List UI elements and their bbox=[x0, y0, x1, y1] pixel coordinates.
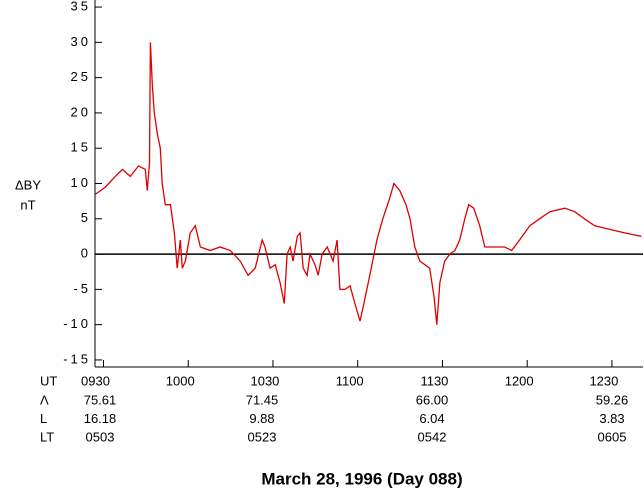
x-axis-label: UT bbox=[40, 373, 57, 388]
row-value: 0523 bbox=[248, 429, 277, 444]
row-value: 0503 bbox=[86, 429, 115, 444]
y-tick-label: -15 bbox=[63, 351, 91, 366]
y-tick-label: 25 bbox=[71, 69, 91, 84]
row-value: 0605 bbox=[598, 429, 627, 444]
row-value: 16.18 bbox=[84, 411, 117, 426]
y-tick-label: 0 bbox=[81, 246, 91, 261]
row-label: L bbox=[40, 411, 47, 426]
row-value: 75.61 bbox=[84, 392, 117, 407]
x-tick-label: 1200 bbox=[505, 373, 534, 388]
x-tick-label: 1130 bbox=[420, 373, 448, 388]
row-value: 6.04 bbox=[419, 411, 444, 426]
row-value: 59.26 bbox=[596, 392, 629, 407]
row-value: 0542 bbox=[418, 429, 447, 444]
data-line bbox=[95, 42, 642, 325]
row-label: Λ bbox=[40, 392, 49, 407]
y-tick-label: -5 bbox=[73, 281, 91, 296]
y-axis-label: ΔBY bbox=[15, 177, 41, 192]
y-tick-label: 30 bbox=[71, 34, 91, 49]
row-value: 71.45 bbox=[246, 392, 279, 407]
row-label: LT bbox=[40, 429, 54, 444]
chart-title: March 28, 1996 (Day 088) bbox=[261, 469, 462, 488]
y-tick-label: -10 bbox=[63, 316, 91, 331]
x-tick-label: 1000 bbox=[166, 373, 195, 388]
row-value: 66.00 bbox=[416, 392, 449, 407]
row-value: 3.83 bbox=[599, 411, 624, 426]
y-tick-label: 5 bbox=[81, 210, 91, 225]
y-axis-unit: nT bbox=[20, 197, 35, 212]
y-tick-label: 10 bbox=[71, 175, 91, 190]
x-tick-label: 1230 bbox=[589, 373, 618, 388]
y-tick-label: 20 bbox=[71, 104, 91, 119]
x-tick-label: 0930 bbox=[81, 373, 110, 388]
y-tick-label: 15 bbox=[71, 140, 91, 155]
y-tick-label: 35 bbox=[71, 0, 91, 13]
x-tick-label: 1030 bbox=[250, 373, 279, 388]
row-value: 9.88 bbox=[249, 411, 274, 426]
x-tick-label: 1100 bbox=[336, 373, 364, 388]
